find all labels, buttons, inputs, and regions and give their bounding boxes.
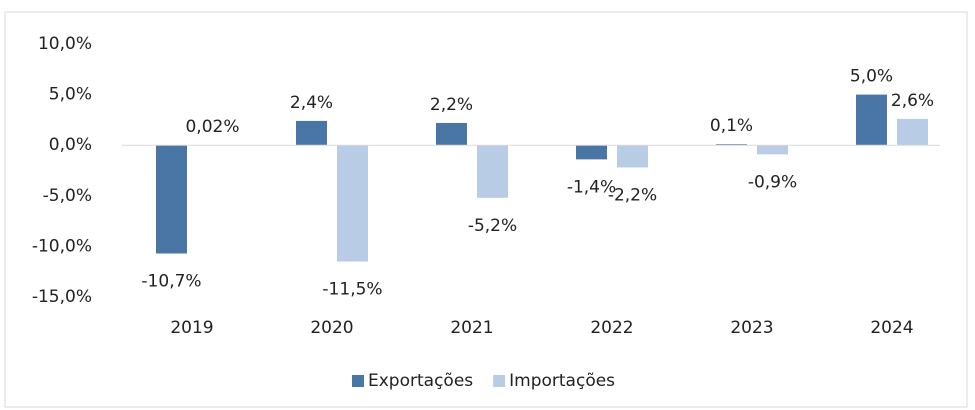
- x-tick-label: 2019: [170, 318, 213, 338]
- legend-label: Exportações: [368, 371, 473, 391]
- bar: [337, 145, 368, 262]
- data-label: 2,6%: [891, 91, 934, 111]
- data-label: -1,4%: [567, 177, 616, 197]
- x-tick-label: 2022: [590, 318, 633, 338]
- bar: [576, 145, 607, 160]
- legend-swatch: [352, 375, 364, 387]
- y-tick-label: -10,0%: [32, 236, 92, 256]
- data-label: -5,2%: [468, 216, 517, 236]
- y-tick-label: 5,0%: [49, 85, 92, 105]
- bar: [477, 145, 508, 198]
- data-label: 2,2%: [430, 95, 473, 115]
- bar: [436, 122, 467, 146]
- data-label: -11,5%: [322, 280, 382, 300]
- bar: [757, 145, 788, 155]
- x-tick-label: 2020: [310, 318, 353, 338]
- bar: [716, 144, 747, 146]
- data-label: -10,7%: [141, 271, 201, 291]
- x-tick-label: 2021: [450, 318, 493, 338]
- chart-frame: [4, 11, 968, 408]
- data-label: -2,2%: [608, 185, 657, 205]
- legend-swatch: [493, 375, 506, 387]
- data-label: 5,0%: [850, 67, 893, 87]
- y-tick-label: -15,0%: [32, 287, 92, 307]
- y-tick-label: 0,0%: [49, 135, 92, 155]
- x-tick-label: 2024: [870, 318, 913, 338]
- data-label: 0,02%: [185, 117, 239, 137]
- bar: [897, 118, 928, 146]
- bar: [617, 145, 648, 168]
- legend-label: Importações: [509, 371, 615, 391]
- bar: [296, 120, 327, 146]
- data-label: -0,9%: [748, 172, 797, 192]
- data-label: 0,1%: [710, 116, 753, 136]
- bar: [856, 94, 887, 146]
- y-tick-label: 10,0%: [38, 34, 92, 54]
- y-tick-label: -5,0%: [43, 186, 92, 206]
- bar: [156, 145, 187, 254]
- x-tick-label: 2023: [730, 318, 773, 338]
- data-label: 2,4%: [290, 93, 333, 113]
